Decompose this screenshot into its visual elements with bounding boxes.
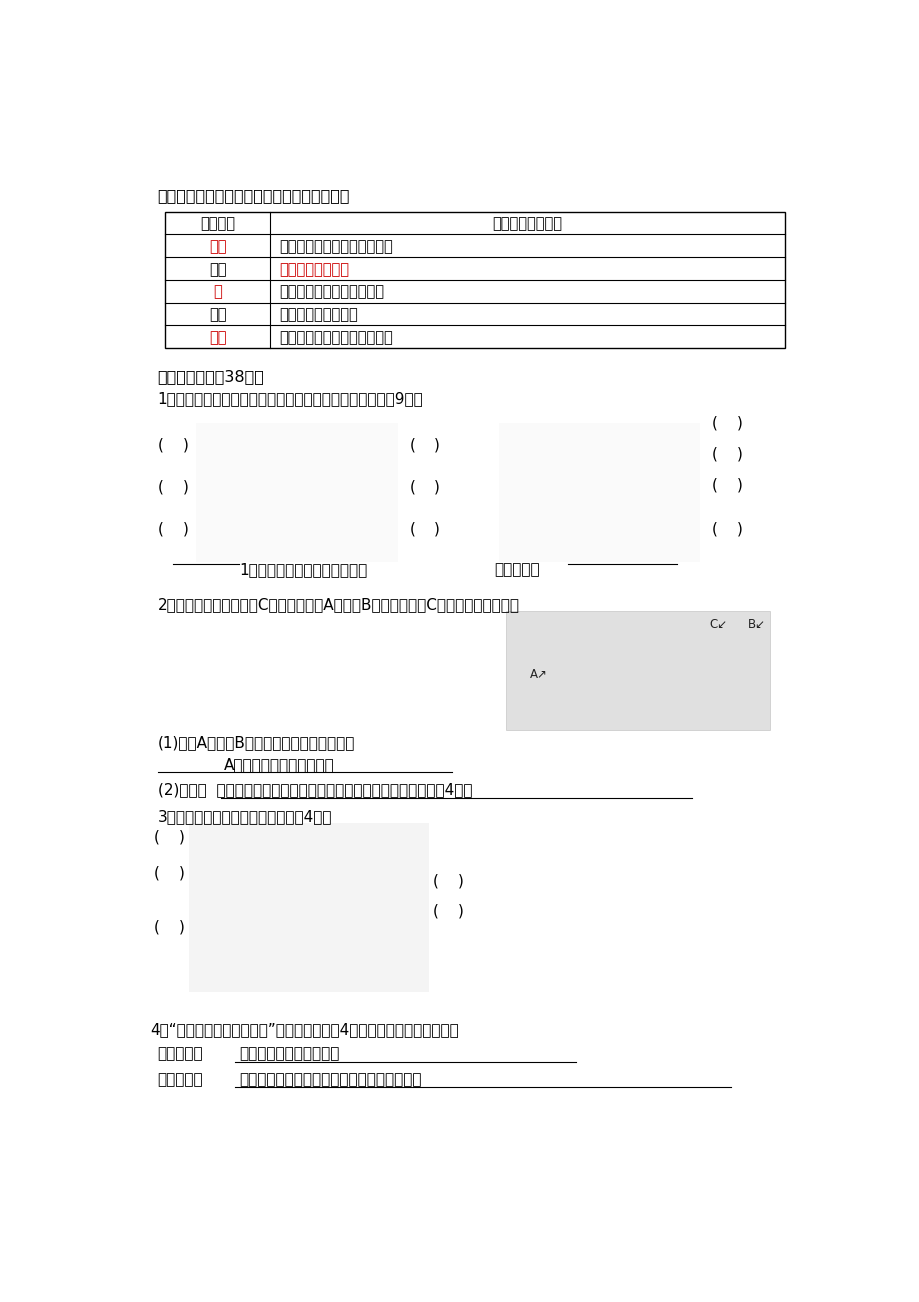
Text: 将食物的残渣从这里排出体外: 将食物的残渣从这里排出体外 [279,329,392,345]
Text: 将食物运输到胃里: 将食物运输到胃里 [279,262,349,277]
Text: 大肠: 大肠 [209,329,226,345]
Text: (2)理由：  因为固体（桌面）传播声音的速度比气体（空气）快。（4分）: (2)理由： 因为固体（桌面）传播声音的速度比气体（空气）快。（4分） [157,783,471,797]
Text: ): ) [434,522,439,536]
Text: 六、我会解决（38分）: 六、我会解决（38分） [157,370,265,384]
Text: 小肠: 小肠 [209,307,226,322]
Text: ): ) [736,447,742,461]
Text: 4、“一杯水能溶解多少食盐”的研究计划。（4分）（请给实验步骤排序）: 4、“一杯水能溶解多少食盐”的研究计划。（4分）（请给实验步骤排序） [150,1022,459,1036]
Text: (1)同学A和同学B谁听到的声音会更清楚些？: (1)同学A和同学B谁听到的声音会更清楚些？ [157,736,355,750]
Text: ): ) [457,904,463,919]
Text: (: ( [409,522,414,536]
Text: ): ) [182,522,188,536]
Text: (: ( [409,437,414,452]
Text: (: ( [409,479,414,495]
Text: (: ( [157,437,164,452]
Bar [196,423,397,562]
Text: 对食物的消化作用: 对食物的消化作用 [493,216,562,232]
Text: (: ( [711,415,717,431]
Text: ): ) [736,478,742,492]
Text: 一杯水能溶解多少克食盐: 一杯水能溶解多少克食盐 [239,1047,339,1061]
Text: (: ( [157,479,164,495]
Text: 量筒、天平、小匙、攄拌棒、食盐、记录单。: 量筒、天平、小匙、攄拌棒、食盐、记录单。 [239,1072,421,1087]
Text: (: ( [711,522,717,536]
Text: ): ) [736,522,742,536]
Text: 3、看图填写出对应的消化器官。（4分）: 3、看图填写出对应的消化器官。（4分） [157,810,332,824]
Text: 2、看右面这张图，同学C在写字，同学A和同学B都能听到同学C写字的声音。请问：: 2、看右面这张图，同学C在写字，同学A和同学B都能听到同学C写字的声音。请问： [157,596,519,612]
Text: (: ( [157,522,164,536]
Text: A同学听到的声音更清楚些: A同学听到的声音更清楚些 [223,756,334,772]
Text: 消化器官: 消化器官 [200,216,235,232]
Text: 1、在空格内写出下列实验装置: 1、在空格内写出下列实验装置 [239,562,367,577]
Text: (: ( [153,829,160,844]
Text: ): ) [434,437,439,452]
Text: (: ( [432,874,438,888]
Text: 五、根据食物在人体内的旅行情况完成下表。: 五、根据食物在人体内的旅行情况完成下表。 [157,189,350,203]
Text: 实验材料：: 实验材料： [157,1072,203,1087]
Text: (: ( [711,447,717,461]
Text: ): ) [182,437,188,452]
Text: (: ( [153,919,160,935]
Text: C↙: C↙ [709,618,727,631]
Text: ): ) [178,829,184,844]
Bar [505,611,769,730]
Text: (: ( [711,478,717,492]
Text: 口腔: 口腔 [209,240,226,254]
Text: 胃: 胃 [213,284,221,299]
Bar [498,423,699,562]
Text: 把食物破碎，并消化少量淠粉: 把食物破碎，并消化少量淠粉 [279,240,392,254]
Text: ): ) [178,866,184,880]
Text: 1、在空格内写出下列实验装置名称和仪器各部分名称。（9分）: 1、在空格内写出下列实验装置名称和仪器各部分名称。（9分） [157,391,423,406]
Text: (: ( [153,866,160,880]
Bar [165,212,785,348]
Text: B↙: B↙ [747,618,766,631]
Bar [188,823,428,992]
Text: 消化食物和吸收养分: 消化食物和吸收养分 [279,307,357,322]
Text: ): ) [457,874,463,888]
Text: ): ) [736,415,742,431]
Text: 仪器名称：: 仪器名称： [494,562,539,577]
Text: ): ) [178,919,184,935]
Text: A↗: A↗ [529,668,547,681]
Text: ): ) [434,479,439,495]
Text: 食道: 食道 [209,262,226,277]
Text: 储存食物并初步消化蛋白质: 储存食物并初步消化蛋白质 [279,284,384,299]
Text: 我的问题：: 我的问题： [157,1047,203,1061]
Text: ): ) [182,479,188,495]
Text: (: ( [432,904,438,919]
